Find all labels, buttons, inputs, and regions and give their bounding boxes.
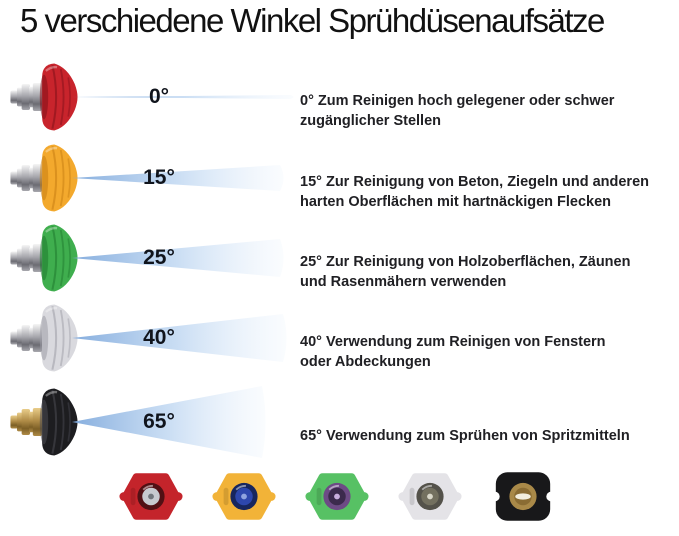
nozzle-tip-white [397, 468, 463, 526]
nozzle-side-black-icon [6, 381, 82, 463]
nozzle-tip-red [118, 468, 184, 526]
angle-label: 25° [143, 246, 175, 269]
nozzle-tip-green [304, 468, 370, 526]
spray-fan-icon [72, 386, 266, 458]
row-description: 40° Verwendung zum Reinigen von Fenstern… [300, 334, 606, 370]
nozzle-tip-yellow-icon [212, 473, 276, 520]
nozzle-side-white-icon [6, 297, 82, 379]
spray-fan-25deg-icon [70, 213, 300, 303]
row-description: 0° Zum Reinigen hoch gelegener oder schw… [300, 93, 615, 129]
nozzle-row-15deg: 15° 15° Zur Reinigung von Beton, Ziegeln… [0, 133, 679, 223]
spray-fan-icon [72, 314, 287, 362]
nozzle-tip-strip [118, 468, 556, 526]
nozzle-side-yellow-icon [6, 137, 82, 219]
angle-label: 0° [148, 85, 170, 108]
nozzle-row-40deg: 40° 40° Verwendung zum Reinigen von Fens… [0, 293, 679, 383]
angle-label: 40° [143, 326, 175, 349]
spray-jet-0deg-icon [70, 52, 300, 142]
nozzle-side-icon [10, 63, 78, 131]
nozzle-side-icon [10, 144, 78, 212]
nozzle-side-icon [10, 224, 78, 292]
nozzle-side-icon [10, 388, 78, 456]
spray-fan-icon [72, 165, 284, 191]
nozzle-tip-black [490, 468, 556, 526]
nozzle-tip-red-icon [119, 473, 183, 520]
spray-fan-40deg-icon [70, 293, 300, 383]
nozzle-tip-green-icon [305, 473, 369, 520]
spray-fan-15deg-icon [70, 133, 300, 223]
row-description: 65° Verwendung zum Sprühen von Spritzmit… [300, 427, 630, 444]
nozzle-row-0deg: 0° 0° Zum Reinigen hoch gelegener oder s… [0, 52, 679, 142]
nozzle-side-red-icon [6, 56, 82, 138]
nozzle-row-25deg: 25° 25° Zur Reinigung von Holzoberfläche… [0, 213, 679, 303]
nozzle-row-65deg: 65° 65° Verwendung zum Sprühen von Sprit… [0, 377, 679, 467]
angle-label: 65° [143, 410, 175, 433]
spray-fan-icon [72, 239, 284, 277]
row-description: 25° Zur Reinigung von Holzoberflächen, Z… [300, 254, 631, 290]
nozzle-tip-white-icon [398, 473, 462, 520]
page-title: 5 verschiedene Winkel Sprühdüsenaufsätze [20, 2, 605, 39]
spray-fan-icon [72, 95, 294, 99]
nozzle-tip-yellow [211, 468, 277, 526]
nozzle-side-icon [10, 304, 78, 372]
spray-fan-65deg-icon [70, 377, 300, 467]
row-description: 15° Zur Reinigung von Beton, Ziegeln und… [300, 174, 649, 210]
nozzle-tip-black-icon [490, 472, 556, 521]
angle-label: 15° [143, 166, 175, 189]
nozzle-side-green-icon [6, 217, 82, 299]
